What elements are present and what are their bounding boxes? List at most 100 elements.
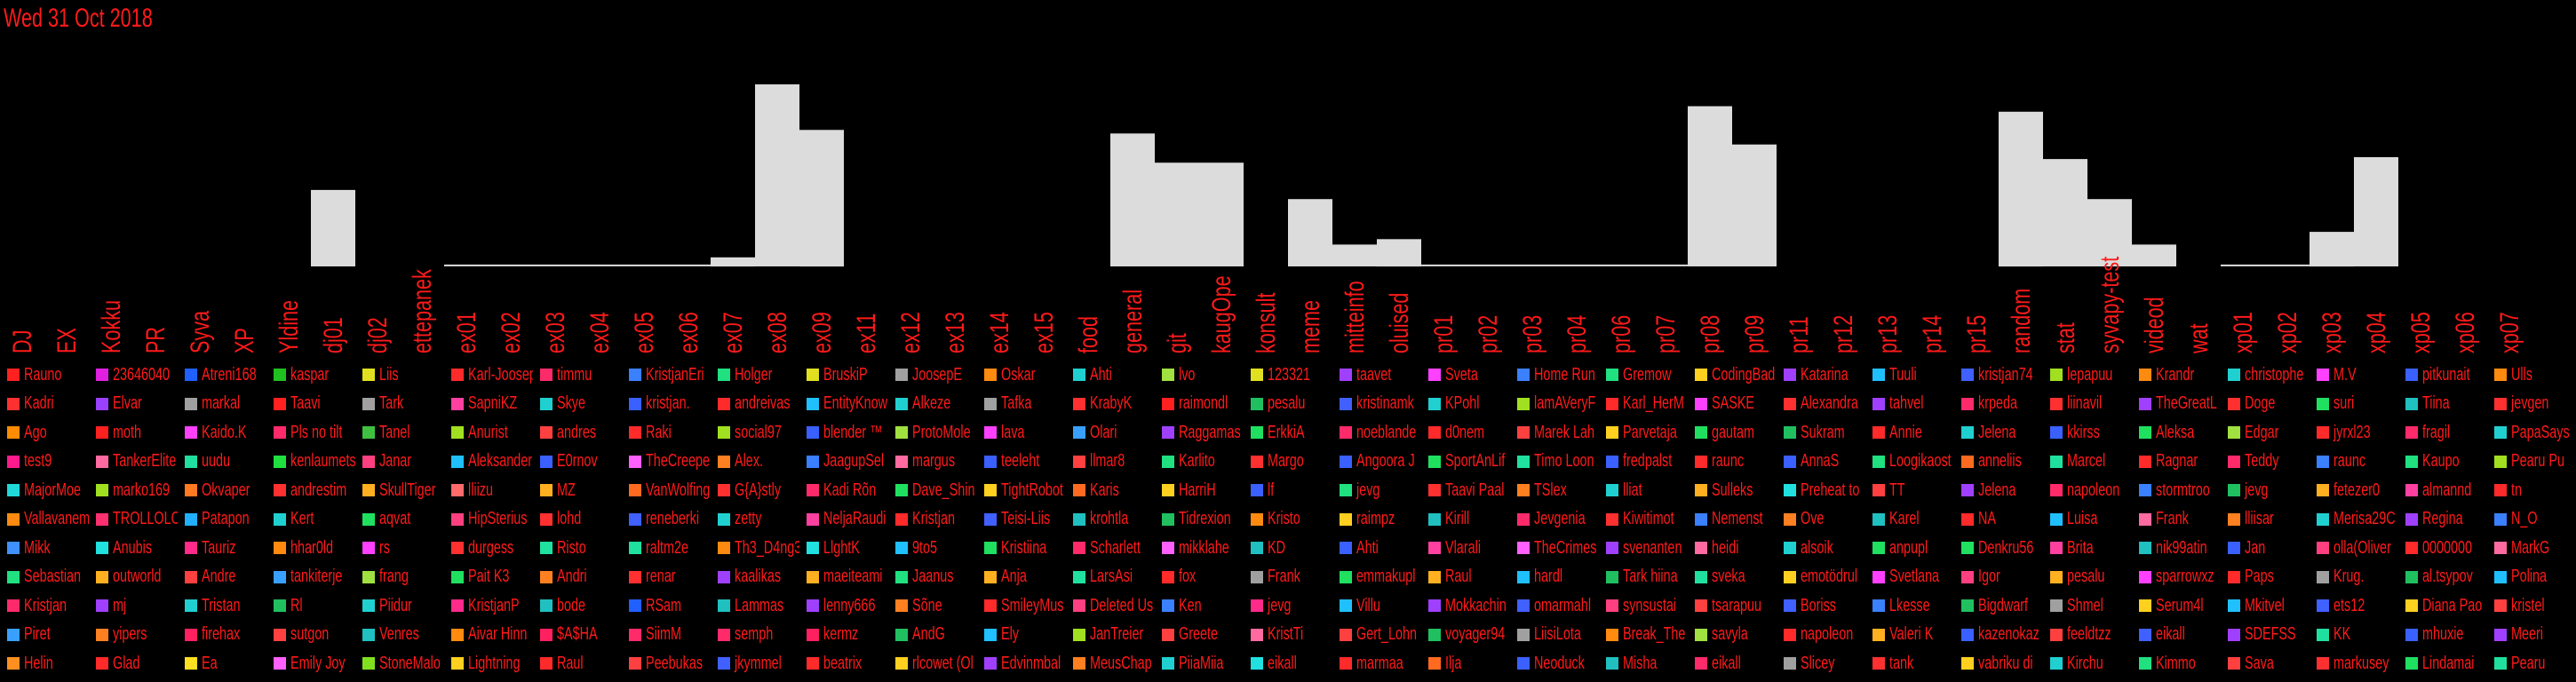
legend-label: jevgen bbox=[2511, 393, 2549, 413]
legend-item: JanTreier bbox=[1073, 624, 1155, 646]
legend-item: Pls no tilt bbox=[274, 422, 355, 443]
legend-label: Taavi bbox=[290, 393, 321, 413]
legend-item: Slicey bbox=[1784, 653, 1865, 674]
legend-swatch bbox=[1695, 455, 1707, 468]
legend-item: pitkunait bbox=[2405, 364, 2487, 385]
legend-swatch bbox=[1784, 484, 1796, 496]
legend-item: Paps bbox=[2228, 567, 2310, 588]
legend-swatch bbox=[451, 628, 464, 641]
legend-item: pesalu bbox=[1251, 393, 1332, 415]
legend-label: kristjan. bbox=[646, 393, 690, 413]
legend-swatch bbox=[1162, 628, 1174, 641]
legend-label: emmakupl bbox=[1356, 567, 1416, 586]
legend-label: TankerElite bbox=[113, 451, 177, 471]
legend-label: Krug. bbox=[2334, 567, 2365, 586]
legend-swatch bbox=[1872, 512, 1885, 526]
legend-item: semph bbox=[718, 624, 799, 646]
legend-item: Timo Loon bbox=[1517, 451, 1599, 472]
legend-item: kermz bbox=[807, 624, 888, 646]
legend-swatch bbox=[1251, 542, 1263, 554]
legend-label: Rauno bbox=[24, 364, 62, 385]
legend-item: Tristan bbox=[185, 595, 266, 616]
legend-label: lvo bbox=[1179, 364, 1196, 385]
legend-swatch bbox=[807, 484, 819, 496]
legend-item: anpupl bbox=[1872, 537, 1954, 559]
legend-item: synsustai bbox=[1606, 595, 1688, 616]
legend-item: Lkesse bbox=[1872, 595, 1954, 616]
legend-label: Karlito bbox=[1179, 451, 1215, 471]
category-label: pr09 bbox=[1738, 315, 1769, 353]
legend-swatch bbox=[629, 570, 641, 583]
legend-label: nik99atin bbox=[2156, 537, 2207, 558]
legend-swatch bbox=[2317, 570, 2329, 583]
legend-swatch bbox=[2494, 484, 2507, 496]
legend-item: stormtroo bbox=[2139, 480, 2221, 501]
legend-swatch bbox=[7, 484, 20, 496]
legend-label: PiiaMiia bbox=[1179, 653, 1224, 673]
legend-item: Merisa29C bbox=[2317, 509, 2398, 530]
legend-item: noeblande bbox=[1340, 422, 1421, 443]
legend-item: Lindamai bbox=[2405, 653, 2487, 674]
legend-item: vabriku di bbox=[1961, 653, 2043, 674]
legend-label: Kadi Rõn bbox=[823, 480, 877, 500]
legend-item: Parvetaja bbox=[1606, 422, 1688, 443]
legend-swatch bbox=[1784, 512, 1796, 526]
legend-swatch bbox=[2405, 426, 2418, 439]
legend-label: anneliis bbox=[1978, 451, 2022, 471]
legend-swatch bbox=[2139, 455, 2151, 468]
legend-item: Sava bbox=[2228, 653, 2310, 674]
legend-label: Raggamas bbox=[1179, 422, 1241, 442]
legend-label: emotödrul bbox=[1801, 567, 1858, 586]
legend-swatch bbox=[185, 512, 197, 526]
legend-label: kristel bbox=[2511, 595, 2545, 615]
legend-item: Tiina bbox=[2405, 393, 2487, 415]
legend-swatch bbox=[1606, 397, 1618, 410]
legend-item: RSam bbox=[629, 595, 711, 616]
legend-swatch bbox=[2050, 426, 2063, 439]
legend-label: feeldtzz bbox=[2067, 624, 2111, 644]
legend-label: Vallavanem bbox=[24, 509, 89, 528]
category-label: ettepanek bbox=[406, 268, 436, 353]
legend-label: lliat bbox=[1623, 480, 1642, 500]
legend-item: olla(Oliver bbox=[2317, 537, 2398, 559]
legend-item: reneberki bbox=[629, 509, 711, 530]
legend-swatch bbox=[451, 397, 464, 410]
legend-label: Brita bbox=[2067, 537, 2094, 558]
legend-item: Glad bbox=[96, 653, 178, 674]
legend-swatch bbox=[2228, 369, 2240, 381]
category-label: general bbox=[1117, 289, 1147, 353]
legend-item: Denkru56 bbox=[1961, 537, 2043, 559]
legend-label: Ove bbox=[1801, 509, 1825, 528]
legend-label: andrestim bbox=[290, 480, 347, 500]
legend-swatch bbox=[629, 542, 641, 554]
legend-swatch bbox=[1517, 542, 1530, 554]
legend-item: M.V bbox=[2317, 364, 2398, 385]
legend-item: Greete bbox=[1162, 624, 1244, 646]
legend-item: Kristjan bbox=[895, 509, 977, 530]
legend-swatch bbox=[96, 512, 108, 526]
legend-swatch bbox=[185, 599, 197, 612]
legend-swatch bbox=[629, 512, 641, 526]
legend-label: markusey bbox=[2334, 653, 2389, 673]
category-label: DJ bbox=[6, 330, 36, 353]
legend-swatch bbox=[2494, 628, 2507, 641]
legend-swatch bbox=[1872, 426, 1885, 439]
legend-item: KristjanP bbox=[451, 595, 533, 616]
legend-swatch bbox=[540, 426, 553, 439]
legend-swatch bbox=[2317, 628, 2329, 641]
legend-label: kaalikas bbox=[735, 567, 782, 586]
legend-label: Meeri bbox=[2511, 624, 2544, 644]
legend-label: Skye bbox=[557, 393, 586, 413]
legend-swatch bbox=[1517, 570, 1530, 583]
category-label: ex07 bbox=[717, 312, 747, 353]
legend-swatch bbox=[7, 369, 20, 381]
legend-item: gautam bbox=[1695, 422, 1777, 443]
legend-label: sparrowxz bbox=[2156, 567, 2214, 586]
legend-swatch bbox=[2317, 426, 2329, 439]
legend-item: KristjanEri bbox=[629, 364, 711, 385]
legend-swatch bbox=[2050, 484, 2063, 496]
legend-swatch bbox=[2050, 455, 2063, 468]
category-label: mitteinfo bbox=[1339, 281, 1369, 353]
legend-item: nik99atin bbox=[2139, 537, 2221, 559]
legend-swatch bbox=[718, 599, 730, 612]
